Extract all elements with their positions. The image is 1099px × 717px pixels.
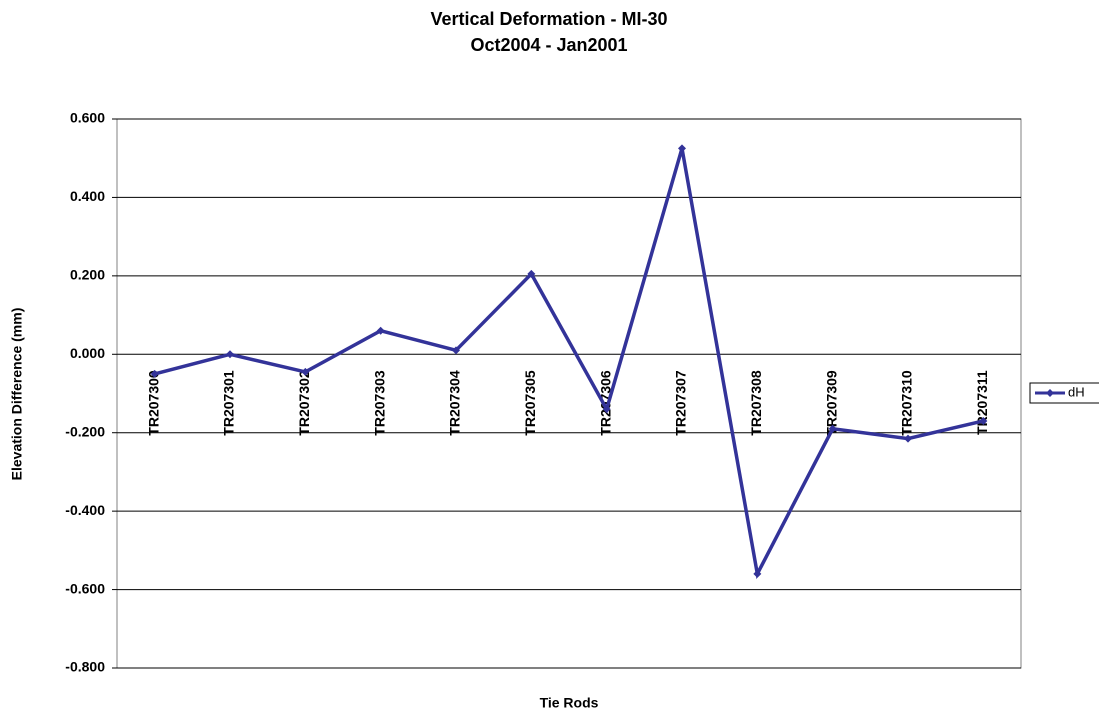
chart-subtitle: Oct2004 - Jan2001	[470, 35, 627, 55]
y-tick-label: 0.000	[70, 345, 105, 361]
x-tick-label: TR207310	[899, 370, 915, 436]
x-tick-label: TR207309	[823, 370, 839, 436]
data-point	[904, 434, 912, 443]
data-point	[753, 569, 762, 578]
y-tick-label: 0.200	[70, 267, 105, 283]
x-axis-label: Tie Rods	[540, 695, 599, 711]
x-tick-label: TR207300	[145, 370, 161, 436]
plot-area	[116, 118, 1022, 669]
y-tick-label: -0.400	[65, 502, 105, 518]
data-point	[979, 416, 988, 425]
data-point	[226, 350, 234, 359]
x-tick-label: TR207307	[673, 370, 689, 436]
x-tick-label: TR207301	[221, 370, 237, 436]
legend-marker	[1046, 389, 1054, 397]
x-tick-label: TR207304	[447, 370, 463, 436]
y-tick-label: 0.400	[70, 188, 105, 204]
data-point	[602, 405, 611, 414]
y-tick-label: -0.600	[65, 580, 105, 596]
x-tick-label: TR207303	[371, 370, 387, 436]
legend-label: dH	[1068, 384, 1085, 399]
chart-title: Vertical Deformation - MI-30	[430, 9, 667, 29]
x-tick-label: TR207311	[974, 370, 990, 435]
y-axis-label: Elevation Difference (mm)	[9, 308, 25, 481]
x-tick-label: TR207302	[296, 370, 312, 436]
data-point	[301, 367, 310, 376]
y-tick-label: -0.800	[65, 659, 105, 675]
y-tick-label: 0.600	[70, 110, 105, 126]
data-point	[828, 424, 837, 433]
data-line	[154, 147, 984, 580]
data-point	[678, 144, 686, 153]
x-tick-label: TR207305	[522, 370, 538, 436]
x-tick-label: TR207308	[748, 370, 764, 436]
data-point	[150, 369, 159, 378]
data-point	[376, 326, 385, 335]
data-point	[452, 346, 460, 355]
data-point	[527, 269, 536, 278]
x-tick-label: TR207306	[597, 370, 613, 436]
y-tick-label: -0.200	[65, 423, 105, 439]
